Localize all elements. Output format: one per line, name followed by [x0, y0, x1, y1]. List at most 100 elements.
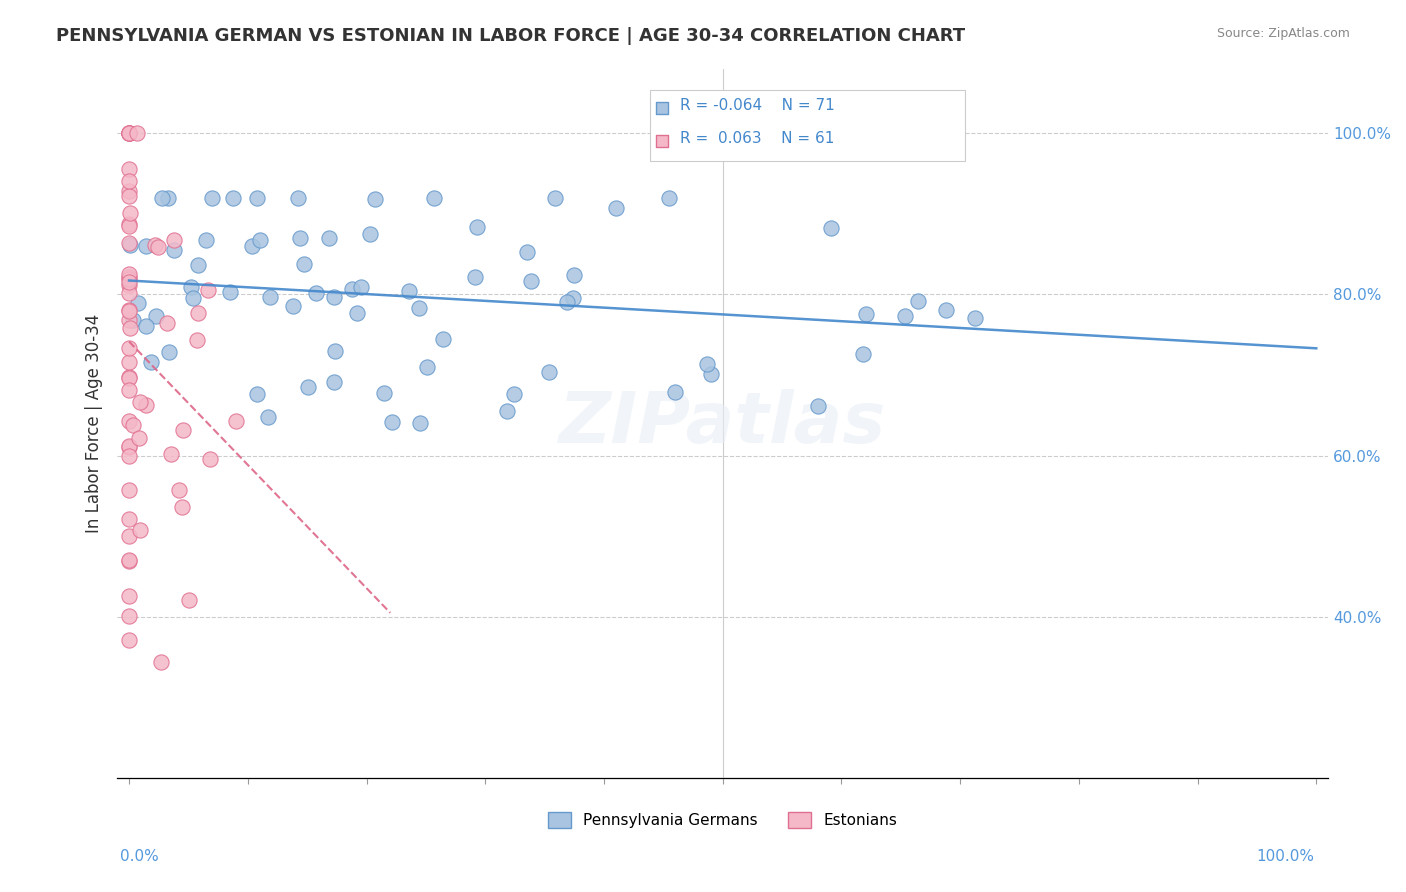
- Estonians: [118, 278, 141, 293]
- Pennsylvania Germans: [664, 384, 686, 399]
- Pennsylvania Germans: [965, 310, 987, 325]
- Pennsylvania Germans: [359, 227, 381, 242]
- Pennsylvania Germans: [561, 291, 583, 305]
- Estonians: [163, 233, 186, 247]
- Pennsylvania Germans: [139, 355, 162, 369]
- Pennsylvania Germans: [121, 313, 143, 327]
- Pennsylvania Germans: [381, 415, 404, 429]
- Pennsylvania Germans: [696, 358, 718, 372]
- Estonians: [118, 449, 141, 463]
- Pennsylvania Germans: [807, 399, 830, 413]
- Estonians: [118, 633, 141, 648]
- Pennsylvania Germans: [181, 291, 204, 305]
- Estonians: [118, 161, 141, 176]
- Estonians: [118, 126, 141, 140]
- Pennsylvania Germans: [240, 239, 263, 253]
- Pennsylvania Germans: [700, 367, 723, 381]
- Pennsylvania Germans: [195, 233, 218, 247]
- Text: R =  0.063    N = 61: R = 0.063 N = 61: [681, 131, 835, 146]
- Pennsylvania Germans: [342, 282, 364, 296]
- Text: ZIPatlas: ZIPatlas: [560, 389, 886, 458]
- Pennsylvania Germans: [135, 239, 157, 253]
- Estonians: [120, 321, 142, 335]
- FancyBboxPatch shape: [650, 90, 965, 161]
- Estonians: [118, 126, 141, 140]
- Pennsylvania Germans: [257, 409, 280, 424]
- Estonians: [149, 655, 172, 669]
- Pennsylvania Germans: [186, 258, 208, 272]
- Pennsylvania Germans: [249, 233, 271, 247]
- Pennsylvania Germans: [432, 332, 454, 346]
- Estonians: [156, 316, 179, 330]
- Pennsylvania Germans: [318, 231, 340, 245]
- Pennsylvania Germans: [373, 386, 395, 401]
- Pennsylvania Germans: [150, 190, 173, 204]
- Estonians: [118, 371, 141, 385]
- Pennsylvania Germans: [409, 416, 432, 430]
- Estonians: [118, 184, 141, 198]
- Pennsylvania Germans: [157, 190, 180, 204]
- Pennsylvania Germans: [852, 347, 875, 361]
- Estonians: [118, 275, 141, 289]
- Point: [652, 170, 675, 185]
- Estonians: [143, 237, 166, 252]
- Estonians: [118, 341, 141, 355]
- Pennsylvania Germans: [287, 190, 309, 204]
- Estonians: [118, 270, 141, 285]
- Estonians: [200, 452, 222, 467]
- Pennsylvania Germans: [935, 303, 957, 318]
- Pennsylvania Germans: [305, 285, 328, 300]
- Pennsylvania Germans: [135, 318, 157, 333]
- Pennsylvania Germans: [246, 386, 269, 401]
- Estonians: [118, 414, 141, 428]
- Estonians: [118, 303, 141, 318]
- Text: 100.0%: 100.0%: [1257, 849, 1315, 863]
- Pennsylvania Germans: [555, 294, 578, 309]
- Estonians: [172, 423, 194, 437]
- Estonians: [118, 529, 141, 543]
- Estonians: [118, 126, 141, 140]
- Estonians: [160, 447, 183, 461]
- Pennsylvania Germans: [537, 365, 560, 379]
- Estonians: [172, 500, 194, 514]
- Estonians: [118, 313, 141, 327]
- Estonians: [118, 355, 141, 369]
- Estonians: [129, 523, 152, 537]
- Pennsylvania Germans: [894, 310, 917, 324]
- Estonians: [125, 126, 148, 140]
- Pennsylvania Germans: [520, 274, 543, 288]
- Pennsylvania Germans: [464, 269, 486, 284]
- Estonians: [167, 483, 190, 497]
- Estonians: [120, 206, 142, 220]
- Estonians: [118, 236, 141, 251]
- Pennsylvania Germans: [605, 201, 627, 215]
- Estonians: [118, 174, 141, 188]
- Pennsylvania Germans: [180, 280, 202, 294]
- Pennsylvania Germans: [297, 380, 319, 394]
- Pennsylvania Germans: [422, 190, 444, 204]
- Estonians: [118, 126, 141, 140]
- Pennsylvania Germans: [323, 375, 346, 389]
- Estonians: [225, 414, 247, 428]
- Estonians: [148, 240, 170, 254]
- Pennsylvania Germans: [658, 190, 681, 204]
- Estonians: [118, 302, 141, 317]
- Estonians: [118, 189, 141, 203]
- Estonians: [118, 217, 141, 231]
- Estonians: [118, 439, 141, 453]
- Estonians: [128, 431, 150, 445]
- Estonians: [118, 512, 141, 526]
- Pennsylvania Germans: [118, 238, 141, 252]
- Estonians: [118, 383, 141, 397]
- Pennsylvania Germans: [465, 219, 488, 234]
- Estonians: [118, 440, 141, 454]
- Pennsylvania Germans: [290, 231, 312, 245]
- Estonians: [122, 417, 145, 432]
- Pennsylvania Germans: [219, 285, 242, 299]
- Pennsylvania Germans: [127, 295, 149, 310]
- Estonians: [118, 589, 141, 603]
- Pennsylvania Germans: [281, 300, 304, 314]
- Pennsylvania Germans: [323, 344, 346, 359]
- Pennsylvania Germans: [562, 268, 585, 282]
- Estonians: [118, 126, 141, 140]
